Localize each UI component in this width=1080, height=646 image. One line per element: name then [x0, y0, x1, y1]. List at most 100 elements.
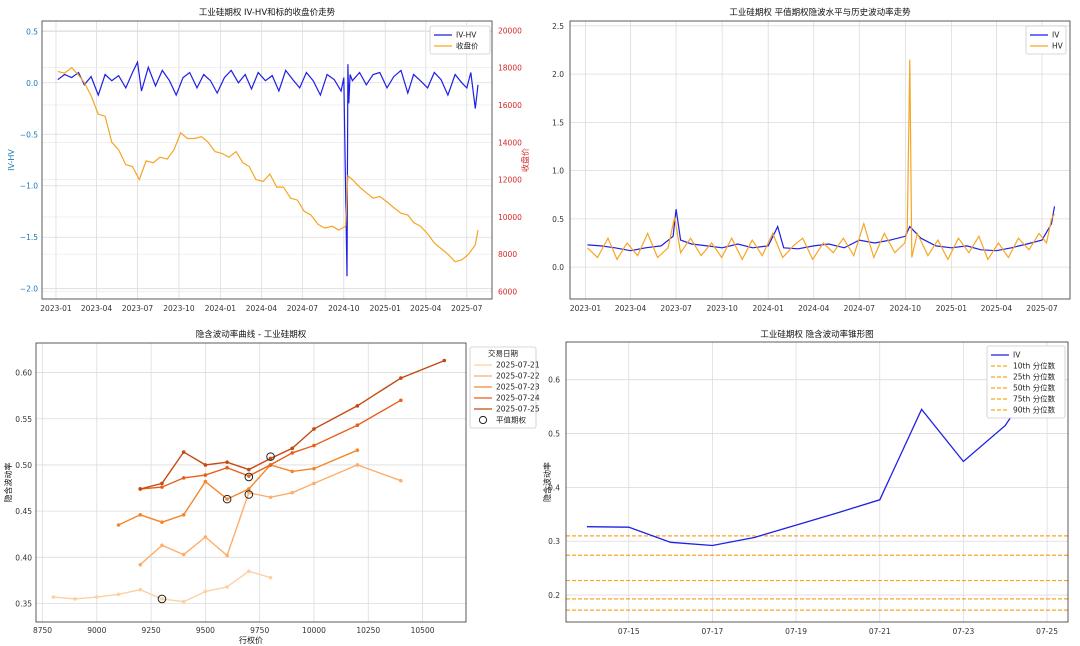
y-tick-label: 0.40	[15, 553, 32, 562]
data-point	[355, 463, 360, 467]
data-point	[247, 474, 251, 478]
y-right-tick-label: 12000	[498, 176, 522, 185]
y-right-tick-label: 16000	[498, 101, 522, 110]
y-tick-label: 0.0	[552, 263, 564, 272]
data-point	[290, 469, 295, 474]
legend-box	[1025, 25, 1067, 55]
data-point	[312, 481, 316, 486]
data-point	[399, 398, 403, 403]
data-point	[312, 466, 316, 471]
data-point	[160, 520, 164, 525]
legend-entry: 2025-07-24	[496, 394, 540, 403]
series-line-IV-HV	[57, 60, 479, 277]
data-point	[181, 476, 186, 480]
x-tick-label: 2023-10	[706, 304, 738, 313]
series-line-IV	[587, 206, 1056, 252]
data-point	[247, 487, 251, 491]
y-tick-label: 1.0	[552, 167, 564, 176]
data-point	[442, 358, 447, 363]
y-tick-label: 0.3	[548, 537, 560, 546]
x-tick-label: 9500	[196, 626, 215, 635]
data-point	[160, 597, 164, 601]
data-point	[203, 463, 208, 467]
x-tick-label: 07-15	[618, 627, 640, 636]
x-tick-label: 2024-01	[753, 304, 785, 313]
data-point	[225, 460, 229, 464]
data-point	[51, 595, 56, 599]
x-tick-label: 2023-01	[570, 304, 602, 313]
x-tick-label: 2025-04	[410, 304, 442, 313]
data-point	[355, 423, 360, 428]
x-tick-label: 10500	[411, 626, 435, 635]
y-tick-label: 0.5	[548, 430, 560, 439]
data-point	[290, 490, 295, 495]
plot-frame	[569, 20, 1071, 300]
x-tick-label: 2023-01	[40, 304, 72, 313]
y-tick-label: 0.5	[552, 215, 564, 224]
legend-entry: IV	[1013, 351, 1021, 360]
data-point	[181, 513, 186, 517]
x-tick-label: 2024-10	[328, 304, 360, 313]
legend-entry: HV	[1052, 42, 1064, 51]
plot-frame	[565, 341, 1069, 623]
series-line-2025-07-24	[140, 399, 402, 490]
data-point	[138, 587, 143, 592]
x-tick-label: 07-25	[1036, 627, 1058, 636]
legend-box	[986, 345, 1066, 419]
y-tick-label: 0.55	[15, 415, 32, 424]
data-point	[181, 552, 186, 557]
y-tick-label: 0.45	[15, 507, 32, 516]
y-axis-label: 隐含波动率	[3, 463, 13, 503]
data-point	[203, 479, 208, 484]
legend-entry: 25th 分位数	[1013, 372, 1056, 382]
data-point	[225, 553, 229, 558]
x-tick-label: 2025-07	[451, 304, 483, 313]
x-tick-label: 2024-07	[287, 304, 319, 313]
legend-entry: 90th 分位数	[1013, 405, 1056, 415]
data-point	[138, 487, 143, 491]
y-right-tick-label: 8000	[498, 250, 517, 259]
chart-title: 工业硅期权 IV-HV和标的收盘价走势	[199, 7, 336, 18]
x-tick-label: 8750	[33, 626, 52, 635]
data-point	[290, 446, 295, 451]
y-tick-label: −1.0	[20, 182, 38, 191]
legend-entry: 2025-07-25	[496, 405, 540, 414]
data-point	[203, 535, 208, 539]
data-point	[247, 490, 251, 495]
data-point	[138, 513, 143, 517]
y-right-tick-label: 6000	[498, 288, 517, 297]
y-right-tick-label: 10000	[498, 213, 522, 222]
y-tick-label: 2.5	[552, 22, 564, 31]
x-tick-label: 2023-07	[122, 304, 154, 313]
y-tick-label: 0.5	[26, 27, 38, 36]
x-tick-label: 2025-07	[1026, 304, 1058, 313]
data-point	[312, 443, 316, 448]
x-tick-label: 07-23	[953, 627, 975, 636]
data-point	[203, 473, 208, 477]
y-axis-label: IV-HV	[7, 149, 16, 171]
y-tick-label: −1.5	[20, 233, 38, 242]
atm-marker	[266, 452, 275, 461]
x-tick-label: 9000	[87, 626, 106, 635]
data-point	[225, 465, 229, 470]
legend-entry: 50th 分位数	[1013, 383, 1056, 393]
chart-atm-iv-hv: 2023-01 2023-04 2023-07 2023-10 2024-01 2024-…	[540, 0, 1080, 323]
y-tick-label: 0.6	[548, 376, 560, 385]
y-axis-label: 隐含波动率	[542, 462, 552, 502]
x-tick-label: 9250	[142, 626, 161, 635]
y-tick-label: 0.4	[548, 483, 560, 492]
data-point	[181, 599, 186, 604]
data-point	[225, 497, 229, 501]
data-point	[312, 427, 316, 431]
x-axis-label: 行权价	[239, 635, 263, 645]
x-tick-label: 2023-10	[163, 304, 195, 313]
legend-entry: 2025-07-22	[496, 372, 540, 381]
x-tick-label: 2023-04	[81, 304, 113, 313]
data-point	[116, 592, 121, 597]
atm-marker	[244, 490, 254, 499]
chart-iv-smile: 8750 9000 9250 9500 9750 10000 10250 10500 0.35 0…	[0, 323, 540, 646]
x-tick-label: 9750	[250, 626, 269, 635]
legend-entry: 平值期权	[496, 415, 526, 425]
